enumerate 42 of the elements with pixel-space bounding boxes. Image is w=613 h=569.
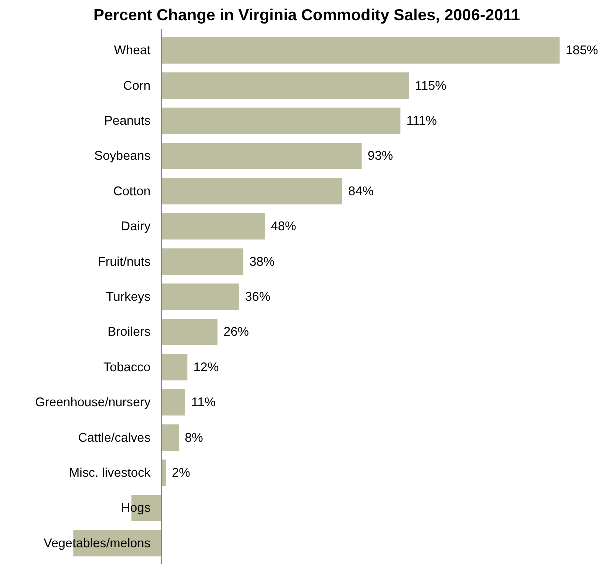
y-tick-label: Fruit/nuts <box>98 254 151 269</box>
data-label: 115% <box>415 78 447 93</box>
y-tick-label: Tobacco <box>104 360 151 374</box>
chart-title: Percent Change in Virginia Commodity Sales, 2006-2011 <box>94 8 520 24</box>
data-label: 111% <box>406 114 438 128</box>
bar <box>162 319 218 346</box>
y-tick-label: Turkeys <box>106 290 151 304</box>
data-label: 11% <box>191 396 216 410</box>
y-tick-label: Corn <box>123 78 151 93</box>
bar <box>162 284 240 310</box>
data-label: 2% <box>172 466 190 480</box>
bar <box>162 213 266 240</box>
data-label: 26% <box>224 325 250 340</box>
y-tick-label: Peanuts <box>104 114 151 128</box>
y-tick-label: Dairy <box>121 220 152 234</box>
bar <box>162 143 362 170</box>
data-label: 8% <box>185 430 204 445</box>
y-tick-label: Cattle/calves <box>78 430 151 445</box>
y-tick-label: Misc. livestock <box>69 466 152 480</box>
data-label: 48% <box>271 220 296 234</box>
y-tick-label: Soybeans <box>94 149 151 164</box>
data-label: 84% <box>348 184 374 198</box>
y-tick-label: Hogs <box>121 501 151 516</box>
data-label: 38% <box>250 254 275 269</box>
data-label: 36% <box>245 290 271 304</box>
bar <box>162 108 401 134</box>
y-tick-label: Greenhouse/nursery <box>35 396 152 410</box>
bar <box>162 72 410 100</box>
y-tick-label: Broilers <box>108 325 151 340</box>
bar <box>162 389 186 416</box>
data-label: 185% <box>566 44 598 58</box>
bar <box>162 37 560 64</box>
bar <box>162 354 188 381</box>
y-tick-label: Vegetables/melons <box>44 536 151 550</box>
bar <box>162 424 180 451</box>
data-label: 12% <box>194 360 219 374</box>
data-label: 93% <box>368 149 394 164</box>
y-tick-label: Wheat <box>114 44 152 58</box>
bar <box>162 248 244 275</box>
bar <box>162 178 343 205</box>
y-tick-label: Cotton <box>114 184 151 198</box>
bar <box>162 460 166 486</box>
